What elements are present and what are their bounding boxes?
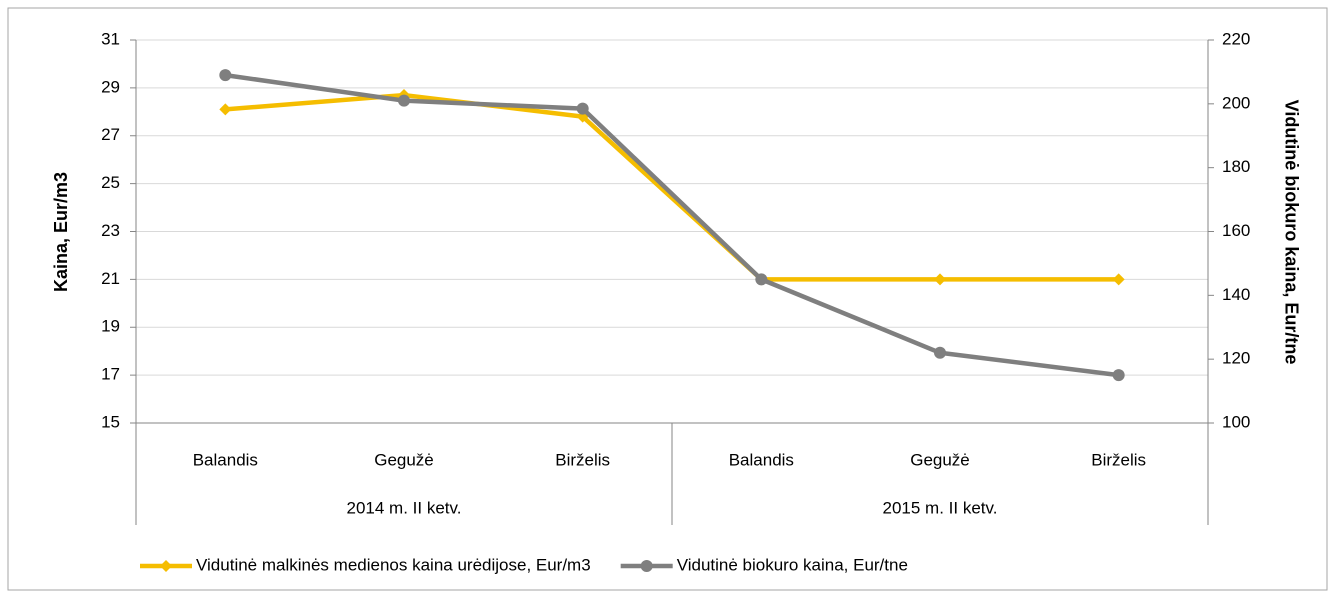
- group-label: 2014 m. II ketv.: [347, 498, 462, 517]
- y2-tick-label: 220: [1222, 29, 1250, 48]
- y-tick-label: 17: [101, 365, 120, 384]
- marker: [1112, 369, 1125, 382]
- marker: [934, 346, 946, 359]
- legend-label: Vidutinė malkinės medienos kaina urėdijo…: [196, 555, 591, 574]
- y2-tick-label: 140: [1222, 285, 1250, 304]
- marker: [398, 94, 410, 107]
- x-tick-label: Birželis: [555, 450, 610, 469]
- y-tick-label: 31: [101, 29, 120, 48]
- chart-border: [7, 7, 1328, 591]
- group-label: 2015 m. II ketv.: [883, 498, 998, 517]
- marker: [576, 102, 589, 115]
- y-tick-label: 25: [101, 173, 120, 192]
- marker: [219, 103, 232, 116]
- y-tick-label: 29: [101, 77, 120, 96]
- y-axis-title: Kaina, Eur/m3: [51, 172, 71, 292]
- y2-tick-label: 100: [1222, 412, 1250, 431]
- x-tick-label: Balandis: [193, 450, 258, 469]
- y2-tick-label: 180: [1222, 157, 1250, 176]
- legend-label: Vidutinė biokuro kaina, Eur/tne: [677, 555, 908, 574]
- x-tick-label: Gegužė: [910, 450, 970, 469]
- legend-marker: [640, 560, 653, 572]
- y-tick-label: 21: [101, 269, 120, 288]
- series-line: [225, 72, 1119, 378]
- y2-tick-label: 200: [1222, 93, 1250, 112]
- y2-axis-title: Vidutinė biokuro kaina, Eur/tne: [1281, 100, 1301, 365]
- y-tick-label: 23: [101, 221, 120, 240]
- x-tick-label: Gegužė: [374, 450, 434, 469]
- legend-marker: [160, 560, 172, 572]
- marker: [1112, 273, 1125, 286]
- x-tick-label: Balandis: [729, 450, 794, 469]
- y2-tick-label: 120: [1222, 349, 1250, 368]
- y2-tick-label: 160: [1222, 221, 1250, 240]
- y-tick-label: 15: [101, 412, 120, 431]
- marker: [755, 273, 768, 286]
- marker: [219, 69, 232, 82]
- marker: [934, 273, 946, 286]
- y-tick-label: 27: [101, 125, 120, 144]
- y-tick-label: 19: [101, 317, 120, 336]
- x-tick-label: Birželis: [1091, 450, 1146, 469]
